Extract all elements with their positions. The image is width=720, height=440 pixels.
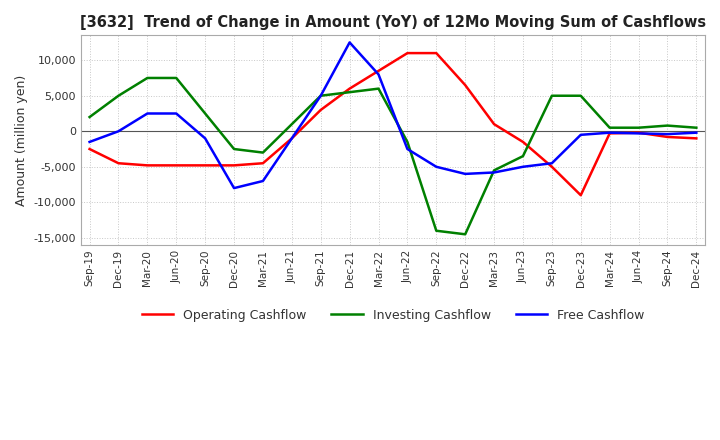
Free Cashflow xyxy=(547,161,556,166)
Investing Cashflow xyxy=(634,125,643,130)
Operating Cashflow xyxy=(606,131,614,136)
Free Cashflow xyxy=(316,93,325,99)
Free Cashflow xyxy=(287,136,296,141)
Investing Cashflow xyxy=(518,154,527,159)
Free Cashflow xyxy=(490,170,498,175)
Free Cashflow xyxy=(606,130,614,136)
Free Cashflow xyxy=(172,111,181,116)
Free Cashflow xyxy=(85,139,94,145)
Free Cashflow xyxy=(577,132,585,137)
Operating Cashflow xyxy=(114,161,123,166)
Line: Free Cashflow: Free Cashflow xyxy=(89,42,696,188)
Investing Cashflow xyxy=(663,123,672,128)
Free Cashflow xyxy=(143,111,152,116)
Operating Cashflow xyxy=(230,163,238,168)
Operating Cashflow xyxy=(85,147,94,152)
Operating Cashflow xyxy=(201,163,210,168)
Free Cashflow xyxy=(201,136,210,141)
Free Cashflow xyxy=(114,128,123,134)
Investing Cashflow xyxy=(85,114,94,120)
Operating Cashflow xyxy=(634,130,643,136)
Investing Cashflow xyxy=(606,125,614,130)
Investing Cashflow xyxy=(230,147,238,152)
Operating Cashflow xyxy=(374,68,383,73)
Operating Cashflow xyxy=(518,139,527,145)
Free Cashflow xyxy=(432,164,441,169)
Investing Cashflow xyxy=(316,93,325,99)
Free Cashflow xyxy=(258,178,267,183)
Free Cashflow xyxy=(346,40,354,45)
Investing Cashflow xyxy=(577,93,585,99)
Operating Cashflow xyxy=(287,136,296,141)
Operating Cashflow xyxy=(461,82,469,88)
Operating Cashflow xyxy=(547,164,556,169)
Investing Cashflow xyxy=(346,89,354,95)
Investing Cashflow xyxy=(547,93,556,99)
Line: Operating Cashflow: Operating Cashflow xyxy=(89,53,696,195)
Free Cashflow xyxy=(403,147,412,152)
Investing Cashflow xyxy=(287,121,296,127)
Investing Cashflow xyxy=(114,93,123,99)
Free Cashflow xyxy=(461,171,469,176)
Investing Cashflow xyxy=(374,86,383,91)
Free Cashflow xyxy=(634,131,643,136)
Investing Cashflow xyxy=(432,228,441,233)
Investing Cashflow xyxy=(201,111,210,116)
Free Cashflow xyxy=(692,130,701,136)
Operating Cashflow xyxy=(692,136,701,141)
Title: [3632]  Trend of Change in Amount (YoY) of 12Mo Moving Sum of Cashflows: [3632] Trend of Change in Amount (YoY) o… xyxy=(80,15,706,30)
Operating Cashflow xyxy=(403,51,412,56)
Line: Investing Cashflow: Investing Cashflow xyxy=(89,78,696,234)
Investing Cashflow xyxy=(258,150,267,155)
Operating Cashflow xyxy=(172,163,181,168)
Investing Cashflow xyxy=(143,75,152,81)
Investing Cashflow xyxy=(692,125,701,130)
Y-axis label: Amount (million yen): Amount (million yen) xyxy=(15,74,28,206)
Operating Cashflow xyxy=(346,86,354,91)
Legend: Operating Cashflow, Investing Cashflow, Free Cashflow: Operating Cashflow, Investing Cashflow, … xyxy=(137,304,649,327)
Investing Cashflow xyxy=(172,75,181,81)
Operating Cashflow xyxy=(577,193,585,198)
Investing Cashflow xyxy=(403,139,412,145)
Operating Cashflow xyxy=(663,134,672,139)
Operating Cashflow xyxy=(490,121,498,127)
Operating Cashflow xyxy=(258,161,267,166)
Free Cashflow xyxy=(374,72,383,77)
Operating Cashflow xyxy=(316,107,325,113)
Investing Cashflow xyxy=(490,168,498,173)
Free Cashflow xyxy=(230,186,238,191)
Operating Cashflow xyxy=(143,163,152,168)
Investing Cashflow xyxy=(461,231,469,237)
Operating Cashflow xyxy=(432,51,441,56)
Free Cashflow xyxy=(518,164,527,169)
Free Cashflow xyxy=(663,132,672,137)
